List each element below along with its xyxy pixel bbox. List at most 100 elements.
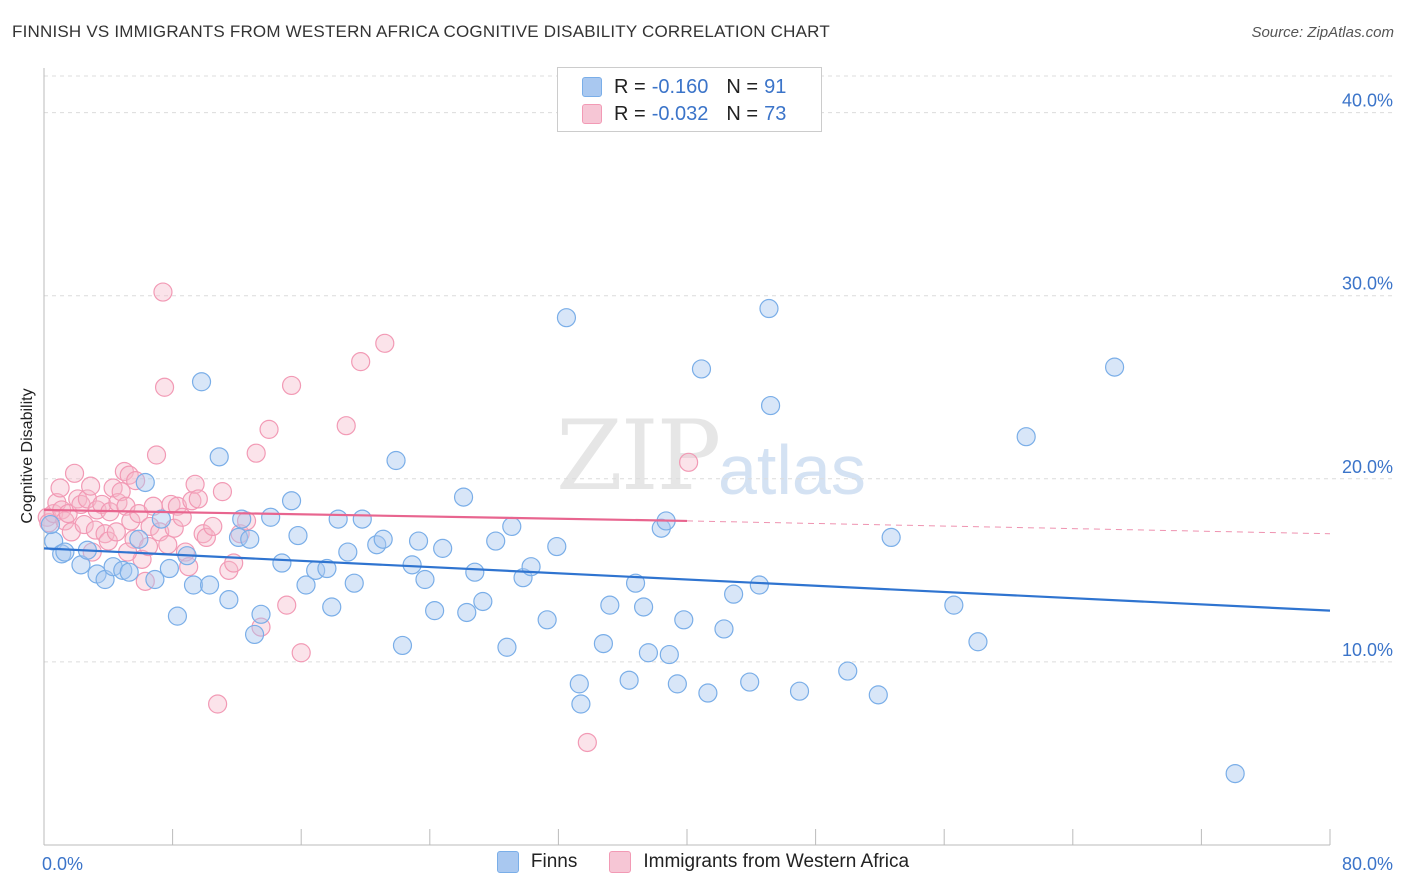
- finns-point: [244, 624, 265, 645]
- legend-swatch-immigrants: [609, 851, 632, 873]
- y-tick-label: 30.0%: [1342, 274, 1393, 294]
- finns-point: [838, 661, 858, 681]
- finns-point: [759, 298, 779, 319]
- legend-row-immigrants: R = -0.032 N = 73: [582, 101, 786, 127]
- immigrants-point: [259, 419, 279, 439]
- finns-point: [288, 525, 308, 546]
- legend-r-label: R =: [614, 102, 646, 125]
- finns-point: [486, 531, 506, 551]
- finns-point: [868, 685, 888, 705]
- finns-trend-line: [43, 547, 1331, 612]
- legend-n-label: N =: [726, 75, 759, 98]
- finns-point: [113, 560, 133, 580]
- series-immigrants-western-africa: [37, 282, 699, 753]
- finns-point: [691, 359, 712, 379]
- finns-point: [944, 595, 964, 615]
- finns-point: [457, 602, 477, 623]
- finns-point: [251, 604, 271, 624]
- legend-label-immigrants: Immigrants from Western Africa: [643, 851, 910, 872]
- finns-point: [513, 568, 533, 588]
- finns-point: [296, 575, 316, 595]
- immigrants-point: [158, 535, 178, 555]
- axes: [43, 68, 1331, 846]
- immigrants-point: [172, 507, 192, 527]
- finns-point: [167, 606, 188, 626]
- finns-point: [232, 509, 252, 529]
- immigrants-point: [64, 463, 85, 483]
- finns-point: [415, 569, 435, 590]
- y-tick-label: 10.0%: [1342, 640, 1393, 660]
- immigrants-point: [126, 471, 146, 491]
- finns-point: [1225, 763, 1245, 784]
- finns-point: [191, 372, 212, 392]
- finns-point: [465, 562, 485, 582]
- finns-point: [625, 573, 646, 593]
- finns-point: [789, 681, 810, 701]
- immigrants-point: [182, 491, 202, 511]
- legend-n-label: N =: [726, 102, 759, 125]
- immigrants-point: [291, 643, 311, 663]
- series-finns: [40, 298, 1245, 784]
- finns-point: [159, 558, 179, 579]
- immigrants-point: [208, 694, 228, 714]
- immigrants-point: [196, 527, 216, 548]
- immigrants-point: [153, 282, 173, 302]
- immigrants-point: [679, 452, 699, 472]
- finns-point: [425, 601, 445, 621]
- trend-lines: [43, 508, 1331, 612]
- immigrants-point: [85, 520, 106, 540]
- legend-swatch-immigrants: [582, 104, 602, 124]
- immigrants-point: [188, 489, 208, 509]
- finns-point: [638, 643, 659, 663]
- finns-point: [433, 538, 453, 558]
- finns-point: [547, 536, 567, 557]
- finns-point: [392, 635, 413, 656]
- legend-label-finns: Finns: [530, 851, 578, 872]
- immigrants-point: [167, 496, 188, 516]
- immigrants-point: [203, 516, 223, 537]
- tick-labels: 10.0% 20.0% 30.0% 40.0% 0.0% 80.0%: [42, 91, 1393, 874]
- finns-point: [497, 637, 517, 657]
- legend-swatch-finns: [496, 851, 519, 873]
- finns-point: [1016, 427, 1036, 447]
- finns-point: [714, 619, 734, 639]
- series-legend: Finns Immigrants from Western Africa: [0, 851, 1406, 873]
- finns-point: [322, 597, 342, 617]
- finns-point: [338, 542, 358, 562]
- legend-item-finns[interactable]: Finns: [496, 851, 578, 873]
- immigrants-point: [74, 514, 94, 535]
- finns-point: [119, 562, 139, 582]
- finns-point: [272, 553, 292, 573]
- finns-point: [593, 633, 614, 654]
- legend-item-immigrants[interactable]: Immigrants from Western Africa: [609, 851, 909, 873]
- finns-point: [199, 575, 220, 595]
- finns-point: [473, 591, 493, 612]
- finns-point: [135, 472, 155, 493]
- immigrants-point: [92, 494, 112, 515]
- immigrants-point: [281, 375, 302, 396]
- finns-point: [55, 542, 75, 562]
- finns-point: [633, 597, 654, 617]
- chart-title: FINNISH VS IMMIGRANTS FROM WESTERN AFRIC…: [12, 22, 830, 41]
- immigrants-point: [277, 595, 297, 615]
- finns-point: [453, 487, 474, 507]
- legend-n-value: 73: [764, 102, 787, 125]
- finns-point: [151, 509, 171, 529]
- finns-point: [317, 558, 337, 579]
- finns-point: [537, 610, 557, 630]
- y-tick-label: 20.0%: [1342, 457, 1393, 477]
- finns-point: [328, 509, 348, 529]
- finns-point: [740, 672, 760, 692]
- immigrants-point: [212, 482, 233, 502]
- finns-point: [40, 514, 61, 535]
- finns-point: [240, 529, 260, 549]
- immigrants-point: [68, 489, 88, 509]
- finns-point: [600, 595, 620, 615]
- finns-point: [219, 590, 239, 610]
- immigrants-point: [135, 571, 155, 591]
- x-tick-label: 0.0%: [42, 854, 83, 874]
- finns-point: [129, 529, 149, 549]
- finns-point: [749, 575, 769, 595]
- immigrants-point: [161, 494, 181, 515]
